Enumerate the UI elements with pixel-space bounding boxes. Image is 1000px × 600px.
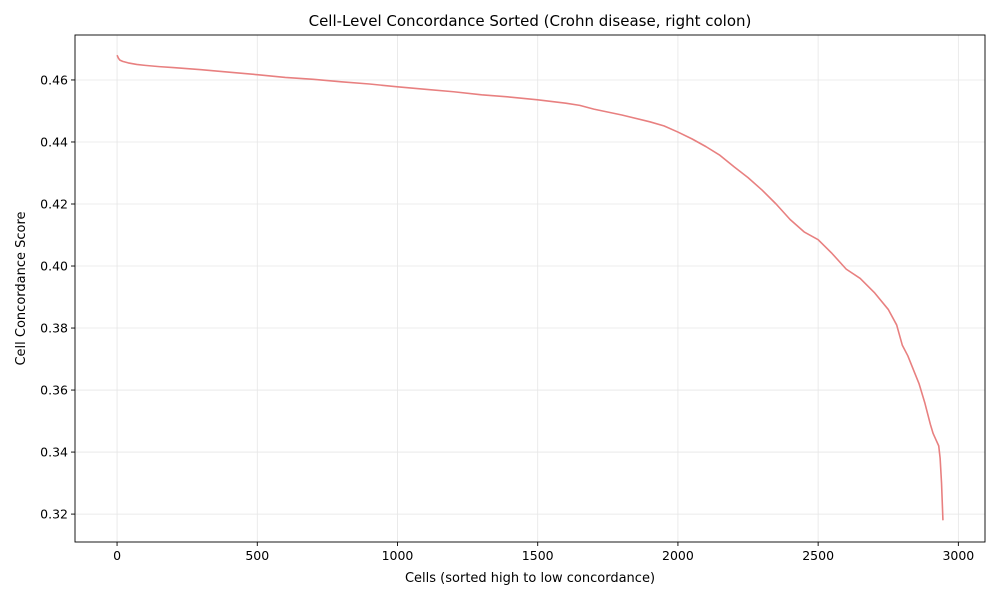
x-tick-label: 0 <box>113 548 121 563</box>
y-tick-label: 0.38 <box>40 321 68 336</box>
grid-lines <box>75 35 985 542</box>
x-tick-label: 3000 <box>942 548 974 563</box>
y-tick-label: 0.32 <box>40 507 68 522</box>
y-axis-label: Cell Concordance Score <box>14 211 29 365</box>
y-tick-label: 0.36 <box>40 383 68 398</box>
concordance-line <box>116 54 944 521</box>
y-tick-label: 0.46 <box>40 72 68 87</box>
axis-ticks: 0 500 1000 1500 2000 2500 3000 0.32 0.34 0.36 0.38… <box>40 72 974 563</box>
x-axis-label: Cells (sorted high to low concordance) <box>405 571 655 586</box>
x-tick-label: 1500 <box>522 548 554 563</box>
x-tick-label: 2500 <box>802 548 834 563</box>
plot-frame <box>74 34 986 543</box>
x-tick-label: 1000 <box>382 548 414 563</box>
y-tick-label: 0.42 <box>40 197 68 212</box>
x-tick-label: 2000 <box>662 548 694 563</box>
y-tick-label: 0.40 <box>40 259 68 274</box>
chart-title: Cell-Level Concordance Sorted (Crohn dis… <box>309 12 752 30</box>
y-tick-label: 0.44 <box>40 134 68 149</box>
x-tick-label: 500 <box>245 548 269 563</box>
y-tick-label: 0.34 <box>40 445 68 460</box>
